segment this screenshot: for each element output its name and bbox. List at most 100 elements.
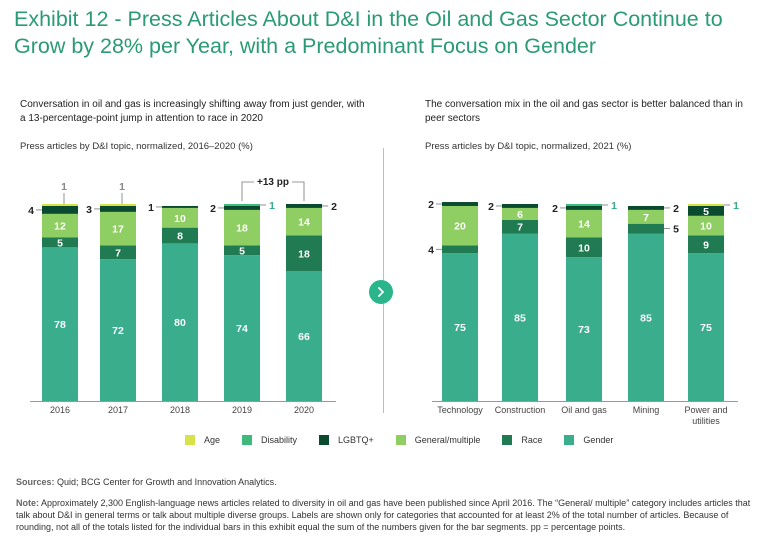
bar-sector-construction-race xyxy=(502,219,538,234)
bar-trend-2016-gender xyxy=(42,247,78,401)
bar-trend-2018-gender xyxy=(162,243,198,401)
legend-item-gender: Gender xyxy=(564,435,613,445)
bar-sector-power-and-utilities-general-multiple xyxy=(688,215,724,236)
data-label-sector-technology-gender: 75 xyxy=(454,322,466,334)
note-text: Approximately 2,300 English-language new… xyxy=(16,498,751,532)
bar-trend-2019-disability xyxy=(224,204,260,206)
x-tick-label-sector-mining: Mining xyxy=(633,405,660,415)
data-label-trend-2017-lgbtq: 3 xyxy=(86,204,92,216)
bar-trend-2017-race xyxy=(100,245,136,260)
data-label-trend-2019-gender: 74 xyxy=(236,323,248,335)
data-label-sector-power-and-utilities-lgbtq: 5 xyxy=(703,206,709,218)
data-label-trend-2017-gender: 72 xyxy=(112,325,124,337)
annotation-text: +13 pp xyxy=(257,177,289,188)
data-label-trend-2018-lgbtq: 1 xyxy=(148,202,154,214)
bar-sector-oil-and-gas-race xyxy=(566,237,602,258)
x-tick-label-sector-power-and-utilities-2: utilities xyxy=(692,416,720,426)
data-label-trend-2018-race: 8 xyxy=(177,231,183,243)
bar-sector-oil-and-gas-disability xyxy=(566,204,602,206)
bar-trend-2018-race xyxy=(162,227,198,244)
left-subtitle: Conversation in oil and gas is increasin… xyxy=(20,99,365,124)
data-label-sector-oil-and-gas-race: 10 xyxy=(578,242,590,254)
bar-sector-technology-general-multiple xyxy=(442,205,478,246)
data-label-sector-construction-race: 7 xyxy=(517,222,523,234)
right-unit-label: Press articles by D&I topic, normalized,… xyxy=(425,141,632,152)
bar-sector-mining-lgbtq xyxy=(628,205,664,210)
annotation-bracket-right xyxy=(292,181,305,201)
legend-label-general: General/multiple xyxy=(414,435,481,445)
note-label: Note: xyxy=(16,498,39,508)
bar-trend-2016-general-multiple xyxy=(42,213,78,238)
data-label-sector-construction-general-multiple: 6 xyxy=(517,209,523,221)
bar-trend-2020-race xyxy=(286,235,322,271)
x-tick-label-sector-oil-and-gas: Oil and gas xyxy=(561,405,607,415)
bar-sector-power-and-utilities-race xyxy=(688,235,724,254)
bar-trend-2018-general-multiple xyxy=(162,207,198,228)
x-tick-label-sector-power-and-utilities: Power and xyxy=(684,405,727,415)
data-label-trend-2018-general-multiple: 10 xyxy=(174,213,186,225)
annotation-bracket-left xyxy=(241,181,254,201)
data-label-sector-mining-general-multiple: 7 xyxy=(643,212,649,224)
data-label-trend-2016-general-multiple: 12 xyxy=(54,221,66,233)
legend-swatch-disability xyxy=(242,435,253,445)
legend-item-disability: Disability xyxy=(242,435,297,445)
legend-swatch-lgbtq xyxy=(319,435,330,445)
bar-sector-construction-gender xyxy=(502,233,538,401)
stacked-bar-charts: 2016 2017 2018 2019 202078512417271731808101… xyxy=(28,177,739,426)
data-label-sector-technology-race: 4 xyxy=(428,244,434,256)
data-label-trend-2020-gender: 66 xyxy=(298,331,310,343)
x-tick-label-trend-2020: 2020 xyxy=(294,405,314,415)
bar-trend-2016-lgbtq xyxy=(42,205,78,214)
data-label-trend-2017-race: 7 xyxy=(115,247,121,259)
data-label-sector-mining-lgbtq: 2 xyxy=(673,203,679,215)
data-label-trend-2019-disability: 1 xyxy=(269,200,275,212)
bar-sector-power-and-utilities-gender xyxy=(688,253,724,401)
legend-label-race: Race xyxy=(521,435,543,445)
legend-label-gender: Gender xyxy=(583,435,614,445)
data-label-sector-mining-gender: 85 xyxy=(640,312,652,324)
bar-sector-oil-and-gas-general-multiple xyxy=(566,209,602,238)
data-label-trend-2020-race: 18 xyxy=(298,248,310,260)
data-label-sector-technology-general-multiple: 20 xyxy=(454,221,466,233)
legend-label-lgbtq: LGBTQ+ xyxy=(338,435,374,445)
data-label-sector-power-and-utilities-race: 9 xyxy=(703,239,709,251)
bar-sector-technology-lgbtq xyxy=(442,202,478,206)
data-label-sector-oil-and-gas-lgbtq: 2 xyxy=(552,203,558,215)
data-label-trend-2019-general-multiple: 18 xyxy=(236,223,248,235)
bar-trend-2017-gender xyxy=(100,259,136,401)
data-label-trend-2019-lgbtq: 2 xyxy=(210,203,216,215)
bar-trend-2020-general-multiple xyxy=(286,207,322,236)
data-label-trend-2020-general-multiple: 14 xyxy=(298,217,310,229)
data-label-trend-2016-race: 5 xyxy=(57,237,63,249)
x-tick-label-trend-2017: 2017 xyxy=(108,405,128,415)
legend-swatch-general xyxy=(395,435,406,445)
sources: Sources: Quid; BCG Center for Growth and… xyxy=(16,477,277,487)
data-label-sector-oil-and-gas-disability: 1 xyxy=(611,200,617,212)
x-tick-label-trend-2016: 2016 xyxy=(50,405,70,415)
bar-trend-2020-lgbtq xyxy=(286,204,322,208)
bar-sector-mining-general-multiple xyxy=(628,209,664,224)
bar-trend-2019-race xyxy=(224,245,260,256)
bar-sector-mining-race xyxy=(628,223,664,234)
legend-item-general: General/multiple xyxy=(395,435,481,445)
bar-trend-2017-lgbtq xyxy=(100,205,136,212)
bar-trend-2019-general-multiple xyxy=(224,209,260,246)
legend-label-disability: Disability xyxy=(261,435,298,445)
bar-trend-2019-gender xyxy=(224,255,260,401)
x-tick-label-trend-2018: 2018 xyxy=(170,405,190,415)
bar-sector-power-and-utilities-lgbtq xyxy=(688,205,724,216)
bar-sector-power-and-utilities-age xyxy=(688,204,724,206)
right-subtitle: The conversation mix in the oil and gas … xyxy=(425,99,743,124)
bar-sector-construction-general-multiple xyxy=(502,207,538,220)
data-label-sector-power-and-utilities-age: 1 xyxy=(733,200,739,212)
bar-trend-2017-age xyxy=(100,204,136,206)
data-label-sector-power-and-utilities-general-multiple: 10 xyxy=(700,221,712,233)
sources-text: Quid; BCG Center for Growth and Innovati… xyxy=(57,477,277,487)
legend-swatch-age xyxy=(185,435,195,445)
bar-trend-2018-lgbtq xyxy=(162,205,198,208)
data-label-trend-2016-gender: 78 xyxy=(54,319,66,331)
data-label-sector-technology-lgbtq: 2 xyxy=(428,199,434,211)
bar-sector-technology-race xyxy=(442,245,478,254)
bar-trend-2020-gender xyxy=(286,270,322,401)
next-arrow-button[interactable] xyxy=(369,280,393,304)
